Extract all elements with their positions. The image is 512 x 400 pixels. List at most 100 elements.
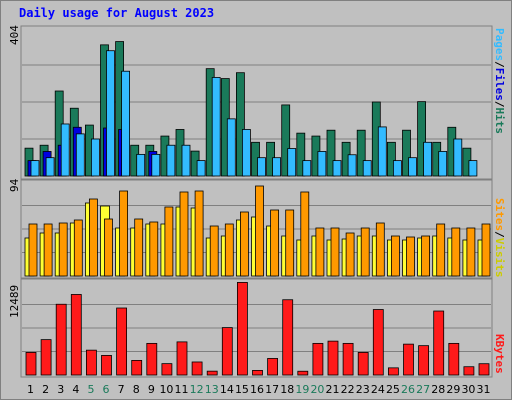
kbytes-bar-26 — [403, 343, 414, 376]
chart-title: Daily usage for August 2023 — [19, 6, 215, 20]
day-label-20: 20 — [310, 383, 324, 396]
day-label-17: 17 — [265, 383, 279, 396]
pages-bar-5 — [91, 138, 100, 177]
kbytes-bar-13 — [206, 370, 218, 376]
kbytes-bar-25 — [387, 367, 399, 376]
sites-bar-2 — [43, 223, 53, 277]
kbytes-bar-4 — [70, 294, 82, 376]
sites-bar-22 — [345, 232, 355, 277]
pages-bar-22 — [347, 154, 357, 177]
day-label-2: 2 — [42, 383, 49, 396]
sites-bar-27 — [421, 235, 431, 277]
day-label-4: 4 — [72, 383, 79, 396]
kbytes-bar-9 — [146, 342, 158, 376]
sites-bar-30 — [466, 227, 476, 277]
pages-bar-17 — [272, 157, 282, 177]
kbytes-bar-16 — [252, 370, 263, 376]
pages-bar-8 — [136, 153, 146, 177]
hits-bar-19 — [296, 132, 306, 177]
pages-bar-4 — [75, 133, 85, 177]
day-label-5: 5 — [87, 383, 94, 396]
day-label-3: 3 — [57, 383, 64, 396]
sites-bar-13 — [209, 225, 219, 277]
day-label-15: 15 — [235, 383, 249, 396]
pages-bar-14 — [226, 118, 236, 177]
sites-bar-16 — [255, 185, 264, 277]
kbytes-bar-29 — [448, 342, 460, 376]
day-label-8: 8 — [133, 383, 140, 396]
sites-bar-21 — [330, 227, 340, 277]
day-label-28: 28 — [431, 383, 445, 396]
pages-bar-25 — [392, 160, 402, 177]
pages-bar-16 — [257, 157, 266, 177]
day-label-13: 13 — [205, 383, 219, 396]
day-label-29: 29 — [446, 383, 460, 396]
pages-bar-10 — [166, 144, 176, 177]
pages-bar-2 — [45, 157, 55, 177]
pages-axis-label: Pages — [493, 28, 506, 61]
pages-bar-7 — [121, 70, 130, 177]
sites-bar-29 — [451, 227, 461, 277]
separator-3: / — [493, 231, 506, 238]
hits-max-label: 404 — [8, 25, 21, 45]
sites-bar-12 — [194, 190, 204, 277]
kbytes-bar-28 — [433, 310, 445, 376]
kbytes-bar-1 — [25, 352, 37, 376]
kbytes-bar-21 — [327, 340, 339, 376]
day-label-1: 1 — [27, 383, 34, 396]
kbytes-bar-6 — [101, 355, 112, 376]
sites-bar-6 — [104, 218, 113, 277]
pages-bar-3 — [60, 123, 70, 177]
pages-bar-1 — [30, 160, 40, 177]
kbytes-bar-20 — [312, 342, 324, 376]
kbytes-bar-15 — [236, 282, 248, 376]
kbytes-bar-2 — [40, 339, 52, 376]
hits-bar-15 — [235, 72, 245, 177]
sites-bar-26 — [406, 236, 415, 277]
hits-bar-18 — [281, 104, 291, 177]
day-label-25: 25 — [386, 383, 400, 396]
sites-bar-4 — [73, 219, 83, 277]
sites-bar-17 — [270, 209, 280, 277]
pages-bar-15 — [241, 129, 251, 177]
kbytes-bar-3 — [55, 303, 67, 376]
day-label-9: 9 — [148, 383, 155, 396]
sites-bar-20 — [315, 227, 325, 277]
sites-bar-11 — [179, 191, 189, 277]
hits-bar-25 — [386, 141, 396, 177]
pages-bar-21 — [332, 160, 342, 177]
kbytes-bar-24 — [372, 309, 384, 376]
kbytes-bar-23 — [357, 352, 369, 376]
hits-bar-23 — [356, 129, 366, 177]
day-label-27: 27 — [416, 383, 430, 396]
kbytes-bar-5 — [86, 349, 97, 376]
hits-bar-27 — [417, 101, 427, 177]
pages-bar-29 — [453, 138, 463, 177]
kbytes-bar-14 — [221, 327, 233, 376]
pages-bar-30 — [468, 160, 478, 177]
day-label-16: 16 — [250, 383, 264, 396]
visits-axis-label: Sites/Visits — [493, 198, 506, 278]
pages-bar-11 — [181, 144, 191, 177]
kbytes-bar-19 — [297, 370, 309, 376]
sites-bar-7 — [119, 190, 128, 277]
kbytes-bar-7 — [116, 307, 127, 376]
visits-max-label: 94 — [8, 178, 21, 192]
kbytes-bar-22 — [342, 342, 354, 376]
kbytes-axis-label: KBytes — [493, 334, 506, 374]
pages-bar-6 — [106, 50, 115, 177]
sites-bar-14 — [224, 223, 234, 277]
day-label-30: 30 — [461, 383, 475, 396]
kbytes-bar-10 — [161, 363, 173, 376]
day-label-23: 23 — [356, 383, 370, 396]
kbytes-bar-11 — [176, 341, 188, 376]
day-label-11: 11 — [175, 383, 189, 396]
sites-bar-23 — [360, 227, 370, 277]
separator-2: / — [493, 101, 506, 108]
pages-bar-19 — [302, 160, 312, 177]
separator-1: / — [493, 61, 506, 68]
sites-bar-8 — [134, 218, 144, 277]
kbytes-bar-18 — [282, 299, 294, 376]
sites-bar-9 — [149, 221, 159, 277]
